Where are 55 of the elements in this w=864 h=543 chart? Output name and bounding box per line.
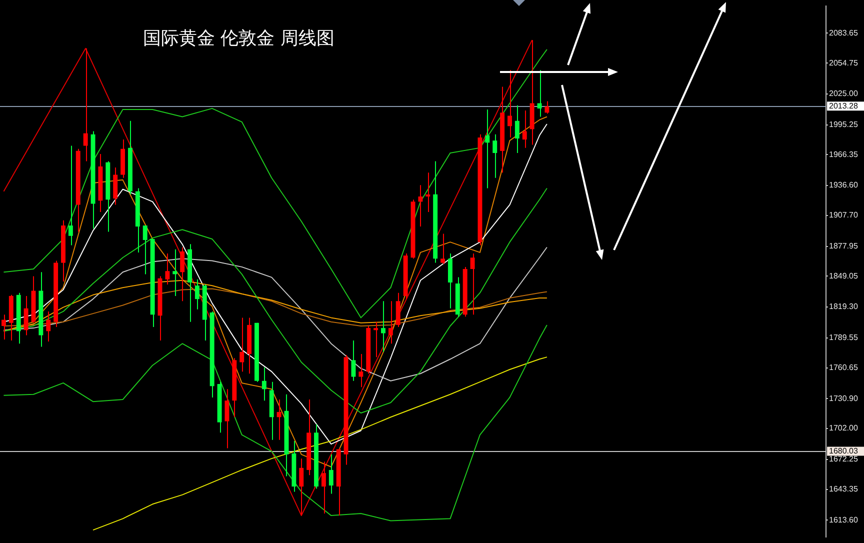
candlestick — [508, 70, 512, 138]
candlestick — [224, 388, 230, 449]
candlestick — [396, 292, 400, 328]
text: 国际黄金 伦敦金 周线图 — [143, 27, 334, 50]
candlestick — [321, 461, 326, 514]
candlestick — [194, 278, 200, 310]
y-tick-label: 1643.35 — [829, 484, 858, 494]
candlestick — [514, 104, 520, 154]
candlestick — [83, 48, 88, 162]
candlestick — [388, 300, 393, 344]
y-tick-label: 1702.00 — [829, 424, 858, 433]
candlestick — [485, 108, 490, 189]
candlestick — [142, 225, 148, 275]
y-tick-label: 1730.90 — [829, 394, 858, 403]
candlestick — [358, 353, 364, 388]
candlestick — [240, 317, 244, 372]
y-tick-label: 1672.25 — [829, 454, 858, 464]
candlestick — [522, 110, 527, 148]
candlestick — [470, 252, 475, 316]
y-tick-label: 1613.60 — [829, 515, 858, 524]
y-tick-label: 1966.35 — [829, 150, 858, 159]
y-tick-label: 1995.25 — [829, 120, 858, 129]
candlestick — [165, 252, 170, 286]
candlestick — [180, 246, 185, 302]
candlestick — [381, 300, 386, 352]
y-tick-label: 1819.30 — [829, 302, 858, 312]
candlestick — [113, 167, 118, 206]
candlestick — [440, 233, 445, 264]
candlestick — [46, 310, 51, 342]
y-tick-label: 1936.60 — [829, 180, 858, 190]
candlestick — [1, 314, 6, 340]
candlestick — [492, 134, 498, 178]
ref-line-label: 1680.03 — [829, 446, 858, 456]
candlestick — [328, 454, 334, 494]
y-tick-label: 1907.70 — [829, 210, 858, 220]
candlestick — [262, 366, 266, 402]
ref-line-label: 2013.28 — [829, 101, 858, 110]
candlestick — [544, 100, 550, 114]
candlestick — [276, 399, 282, 440]
candlestick — [299, 458, 304, 516]
y-tick-label: 2083.65 — [829, 28, 858, 38]
y-tick-label: 2054.75 — [829, 58, 858, 68]
candlestick — [374, 321, 378, 358]
candlestick — [448, 252, 452, 309]
candlestick — [351, 340, 356, 382]
candlestick — [426, 172, 430, 213]
candlestick — [418, 184, 423, 228]
y-tick-label: 1849.05 — [829, 271, 858, 280]
y-tick-label: 1877.95 — [829, 241, 858, 250]
y-tick-label: 1760.65 — [829, 362, 858, 372]
y-tick-label: 2025.00 — [829, 89, 858, 98]
y-tick-label: 1789.55 — [829, 333, 858, 342]
candlestick — [24, 295, 28, 336]
candlestick — [172, 248, 178, 296]
candlestick — [68, 145, 73, 246]
